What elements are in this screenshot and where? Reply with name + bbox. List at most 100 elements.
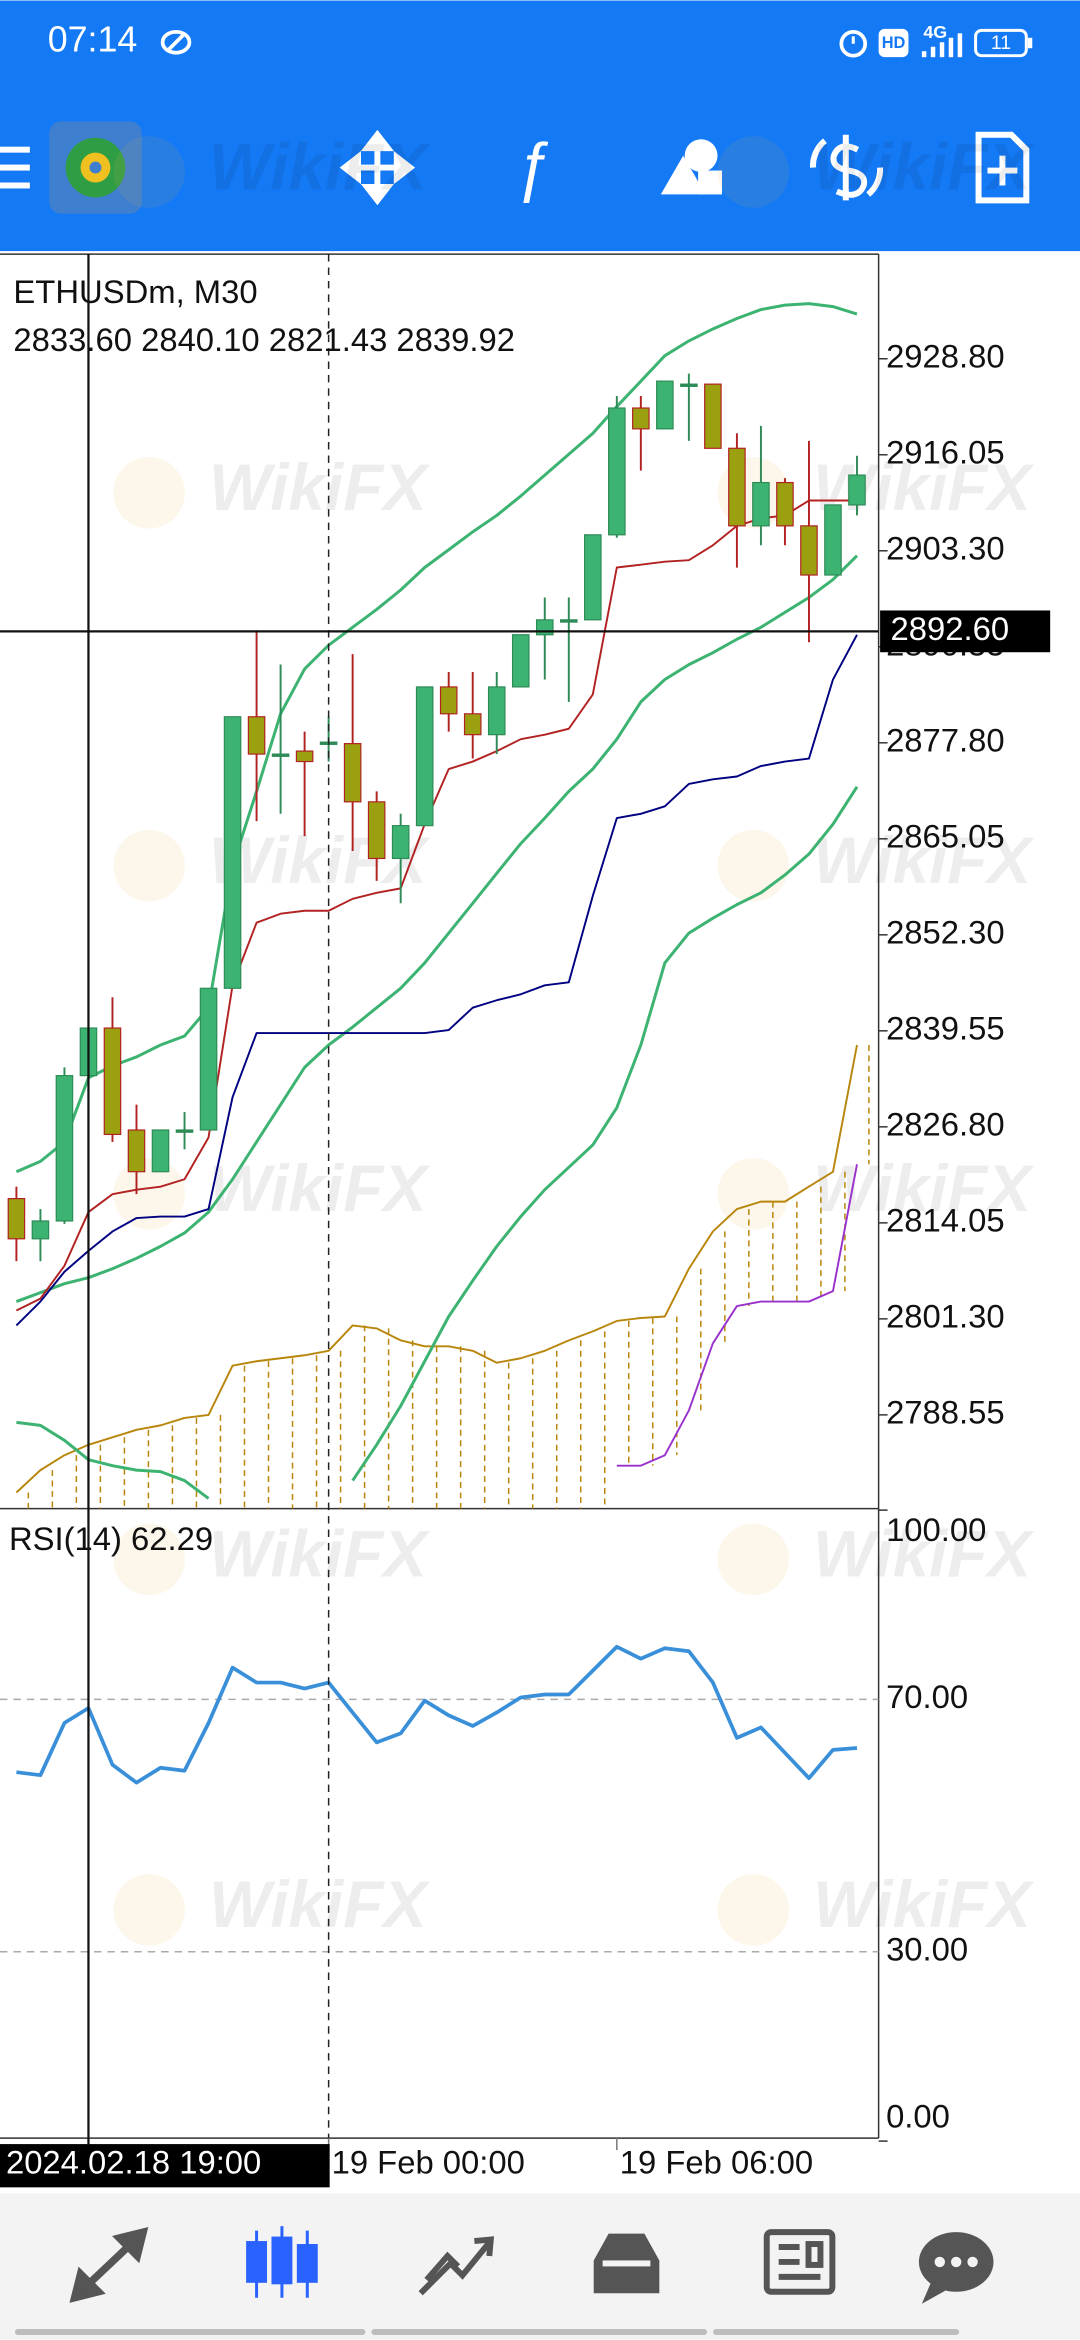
candle-body xyxy=(824,504,842,576)
candle-body xyxy=(704,383,722,449)
candle-body xyxy=(559,619,578,623)
candle-body xyxy=(199,987,218,1131)
candle-body xyxy=(463,713,482,736)
candle-body xyxy=(535,619,554,636)
candle-body xyxy=(608,407,626,536)
candle-body xyxy=(175,1129,194,1133)
watermark: WikiFX xyxy=(813,130,1035,203)
nav-quotes[interactable] xyxy=(69,2226,149,2303)
watermark: WikiFX xyxy=(209,451,431,524)
app-icon[interactable] xyxy=(49,121,142,214)
candle-body xyxy=(439,686,458,715)
watermark-logo xyxy=(113,1523,185,1596)
indicator-line xyxy=(15,499,857,1312)
crosshair-time-box xyxy=(0,2144,330,2188)
candle-body xyxy=(367,801,386,860)
watermark-logo xyxy=(717,1523,790,1596)
indicator-line xyxy=(15,302,858,1174)
candle-body xyxy=(31,1220,50,1240)
watermark: WikiFX xyxy=(209,1152,431,1225)
rsi-tick-label: 100.00 xyxy=(886,1511,986,1548)
candle-body xyxy=(487,686,506,736)
nav-trade[interactable] xyxy=(418,2236,495,2296)
indicator-line xyxy=(15,554,859,1303)
candle-body xyxy=(151,1129,170,1173)
y-tick-label: 2788.55 xyxy=(886,1394,1005,1431)
candle-body xyxy=(271,753,290,757)
axes: 2928.802916.052903.302890.552877.802865.… xyxy=(327,254,1005,2181)
indicator-line xyxy=(15,634,858,1327)
y-tick-label: 2801.30 xyxy=(886,1298,1005,1335)
candle-body xyxy=(103,1027,122,1136)
candle-body xyxy=(632,407,650,430)
candle-body xyxy=(223,716,242,989)
status-battery-level: 11 xyxy=(991,32,1011,54)
new-order-tool[interactable] xyxy=(975,131,1030,204)
menu-button[interactable] xyxy=(0,146,30,189)
candle-body xyxy=(391,825,410,860)
rsi-line xyxy=(16,1644,858,1785)
candle-body xyxy=(247,716,266,755)
candle-body xyxy=(728,447,746,527)
candle-body xyxy=(656,380,674,430)
candle-body xyxy=(584,534,602,621)
candle-body xyxy=(127,1129,146,1173)
candle-body xyxy=(800,525,818,576)
crosshair-price-box xyxy=(880,610,1051,653)
candle-body xyxy=(7,1198,26,1240)
indicators-tool[interactable]: ƒ xyxy=(514,129,551,203)
crosshair-price: 2892.60 xyxy=(891,610,1010,647)
crosshair-time: 2024.02.18 19:00 xyxy=(6,2144,261,2181)
candle-body xyxy=(295,750,314,763)
watermark-logo xyxy=(113,456,185,529)
y-tick-label: 2814.05 xyxy=(886,1202,1005,1239)
candle-body xyxy=(511,634,530,688)
status-hd-box xyxy=(878,28,909,58)
nav-news[interactable] xyxy=(763,2229,836,2295)
candle-body xyxy=(776,481,794,527)
indicator-line xyxy=(16,785,859,1500)
y-tick-label: 2903.30 xyxy=(886,529,1005,566)
y-tick-label: 2916.05 xyxy=(886,433,1005,470)
watermarks: WikiFX WikiFX WikiFX WikiFX WikiFX WikiFX Wiki… xyxy=(113,130,1035,2304)
bottom-nav xyxy=(0,2193,1080,2340)
y-tick-label: 2852.30 xyxy=(886,913,1005,950)
candle-body xyxy=(55,1075,74,1222)
candle-body xyxy=(848,474,866,506)
watermark: WikiFX xyxy=(813,1868,1035,1941)
trade-tool[interactable] xyxy=(809,134,884,201)
status-battery-tip xyxy=(1027,37,1033,49)
watermark-logo xyxy=(717,1874,790,1946)
price-plot xyxy=(7,302,870,1509)
watermark-logo xyxy=(717,136,790,208)
watermark: WikiFX xyxy=(813,824,1035,897)
status-signal-icon xyxy=(921,33,963,58)
objects-tool[interactable] xyxy=(660,139,722,195)
status-sync-icon xyxy=(160,29,192,55)
watermark: WikiFX xyxy=(209,1518,431,1591)
cloud-span-b xyxy=(616,1164,858,1467)
chart-title: ETHUSDm, M30 xyxy=(13,273,257,310)
x-tick-label: 19 Feb 06:00 xyxy=(620,2144,813,2181)
rsi-tick-label: 70.00 xyxy=(886,1678,968,1715)
y-tick-label: 2865.05 xyxy=(886,817,1005,854)
gesture-bar xyxy=(14,2329,960,2336)
watermark-logo xyxy=(717,1158,790,1230)
y-tick-label: 2877.80 xyxy=(886,721,1005,758)
candle-body xyxy=(752,481,770,527)
rsi-tick-label: 30.00 xyxy=(886,1930,968,1967)
crosshair-tool[interactable] xyxy=(339,129,416,206)
rsi-plot xyxy=(0,1644,879,1953)
nav-chart[interactable] xyxy=(246,2226,318,2298)
candle-body xyxy=(415,686,434,827)
x-tick-label: 19 Feb 00:00 xyxy=(332,2144,525,2181)
y-tick-label: 2928.80 xyxy=(886,337,1005,374)
watermark: WikiFX xyxy=(813,1518,1035,1591)
status-battery xyxy=(974,28,1028,58)
nav-history[interactable] xyxy=(593,2233,660,2294)
cloud-span-a xyxy=(15,1044,858,1494)
y-tick-label: 2826.80 xyxy=(886,1106,1005,1143)
